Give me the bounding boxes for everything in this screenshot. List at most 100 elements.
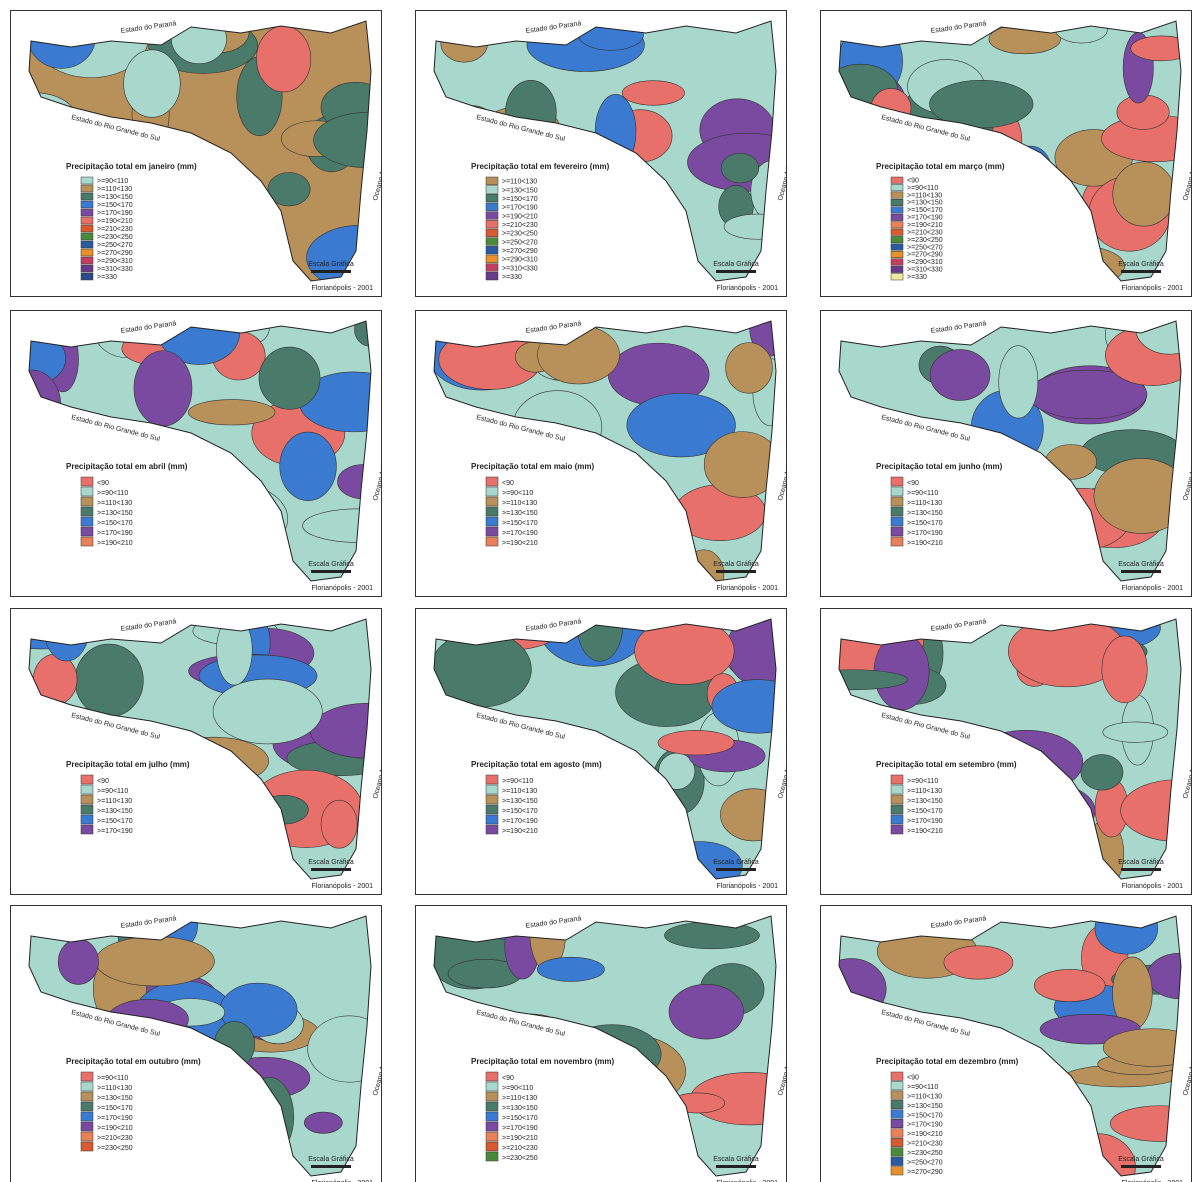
ocean-label: Oceano Atlântico [372,148,381,201]
legend-swatch [81,1142,93,1151]
legend-swatch [486,805,498,814]
precip-zone [1131,36,1191,61]
legend-swatch [81,193,93,200]
legend-label: <90 [97,480,109,487]
legend-label: >=110<130 [907,1093,942,1100]
legend-swatch [486,203,498,211]
legend-label: <90 [907,177,919,184]
precip-zone [1045,445,1096,480]
legend-swatch [891,1157,903,1165]
legend-label: >=150<170 [907,520,943,527]
precip-zone [864,732,918,763]
legend-swatch [81,257,93,264]
legend-swatch [486,1132,498,1141]
legend-label: >=90<110 [502,778,533,785]
legend-swatch [81,785,93,794]
precip-zone [724,214,786,239]
precip-zone [821,500,894,534]
legend-label: >=130<150 [907,798,943,805]
precip-zone [58,939,98,984]
legend-label: >=310<330 [97,266,133,273]
legend-label: >=130<150 [907,510,943,517]
legend-swatch [486,537,498,546]
legend-swatch [486,1092,498,1101]
precip-zone [231,830,269,888]
legend-swatch [81,507,93,516]
precip-zone [1113,162,1175,226]
map-panel: Estado do ParanáEstado do Rio Grande do … [10,608,382,895]
precip-zone [948,1116,1048,1139]
north-label: Estado do Paraná [525,618,582,633]
map-panel: Estado do ParanáEstado do Rio Grande do … [820,10,1192,297]
legend-label: >=150<170 [907,808,943,815]
legend-label: >=330 [97,274,117,281]
legend-label: >=190<210 [907,828,943,835]
legend-swatch [81,487,93,496]
precip-zone [1035,779,1081,842]
legend-label: >=90<110 [97,490,128,497]
legend-swatch [486,220,498,228]
legend-swatch [891,1148,903,1156]
precip-zone [642,539,681,572]
legend-swatch [81,233,93,240]
legend-swatch [81,825,93,834]
footer: Florianópolis - 2001 [312,883,374,890]
legend-swatch [81,815,93,824]
precip-zone [188,1045,230,1088]
precip-zone [28,11,95,68]
legend-label: >=90<110 [907,490,938,497]
legend-label: >=230<250 [502,1155,538,1162]
legend-swatch [891,236,903,242]
legend-swatch [891,1129,903,1137]
precip-zone [899,551,969,582]
legend-label: >=130<150 [907,1103,943,1110]
precip-zone [1003,178,1077,204]
precip-zone [168,518,208,568]
legend-swatch [486,238,498,246]
legend-label: <90 [907,1074,919,1081]
legend-swatch [81,527,93,536]
legend-label: <90 [97,778,109,785]
scale-bar [311,570,351,573]
legend-swatch [891,785,903,794]
ocean-label: Oceano Atlântico [1182,448,1191,501]
ocean-label: Oceano Atlântico [1182,1043,1191,1096]
legend-swatch [891,527,903,536]
legend-label: >=110<130 [97,186,132,193]
legend-swatch [81,805,93,814]
ocean-label: Oceano Atlântico [777,148,786,201]
precip-zone [124,1075,192,1116]
legend-label: >=190<210 [907,1131,943,1138]
legend-swatch [891,266,903,272]
legend-swatch [81,185,93,192]
legend-swatch [891,1072,903,1080]
precip-zone [720,789,786,841]
page: Estado do ParanáEstado do Rio Grande do … [0,0,1194,1182]
legend-title: Precipitação total em outubro (mm) [66,1057,201,1066]
legend-swatch [891,487,903,496]
legend-label: >=130<150 [97,194,133,201]
scale-bar [311,270,351,273]
precip-zone [449,14,535,39]
precip-zone [930,350,990,401]
legend-swatch [486,775,498,784]
legend-swatch [81,1072,93,1081]
precip-zone [131,762,163,835]
legend-title: Precipitação total em janeiro (mm) [66,162,197,171]
legend-swatch [81,1082,93,1091]
legend-label: >=110<130 [502,179,537,186]
ocean-label: Oceano Atlântico [372,448,381,501]
legend-label: >=310<330 [502,265,538,272]
precip-zone [259,347,320,409]
precip-zone [502,433,538,460]
legend-title: Precipitação total em junho (mm) [876,462,1003,471]
legend-swatch [486,785,498,794]
legend-label: >=130<150 [502,187,538,194]
precip-zone [1027,769,1067,810]
legend-swatch [486,229,498,237]
legend-swatch [891,477,903,486]
north-label: Estado do Paraná [930,320,987,335]
legend-label: >=190<210 [97,540,133,547]
legend-label: >=110<130 [502,500,537,507]
